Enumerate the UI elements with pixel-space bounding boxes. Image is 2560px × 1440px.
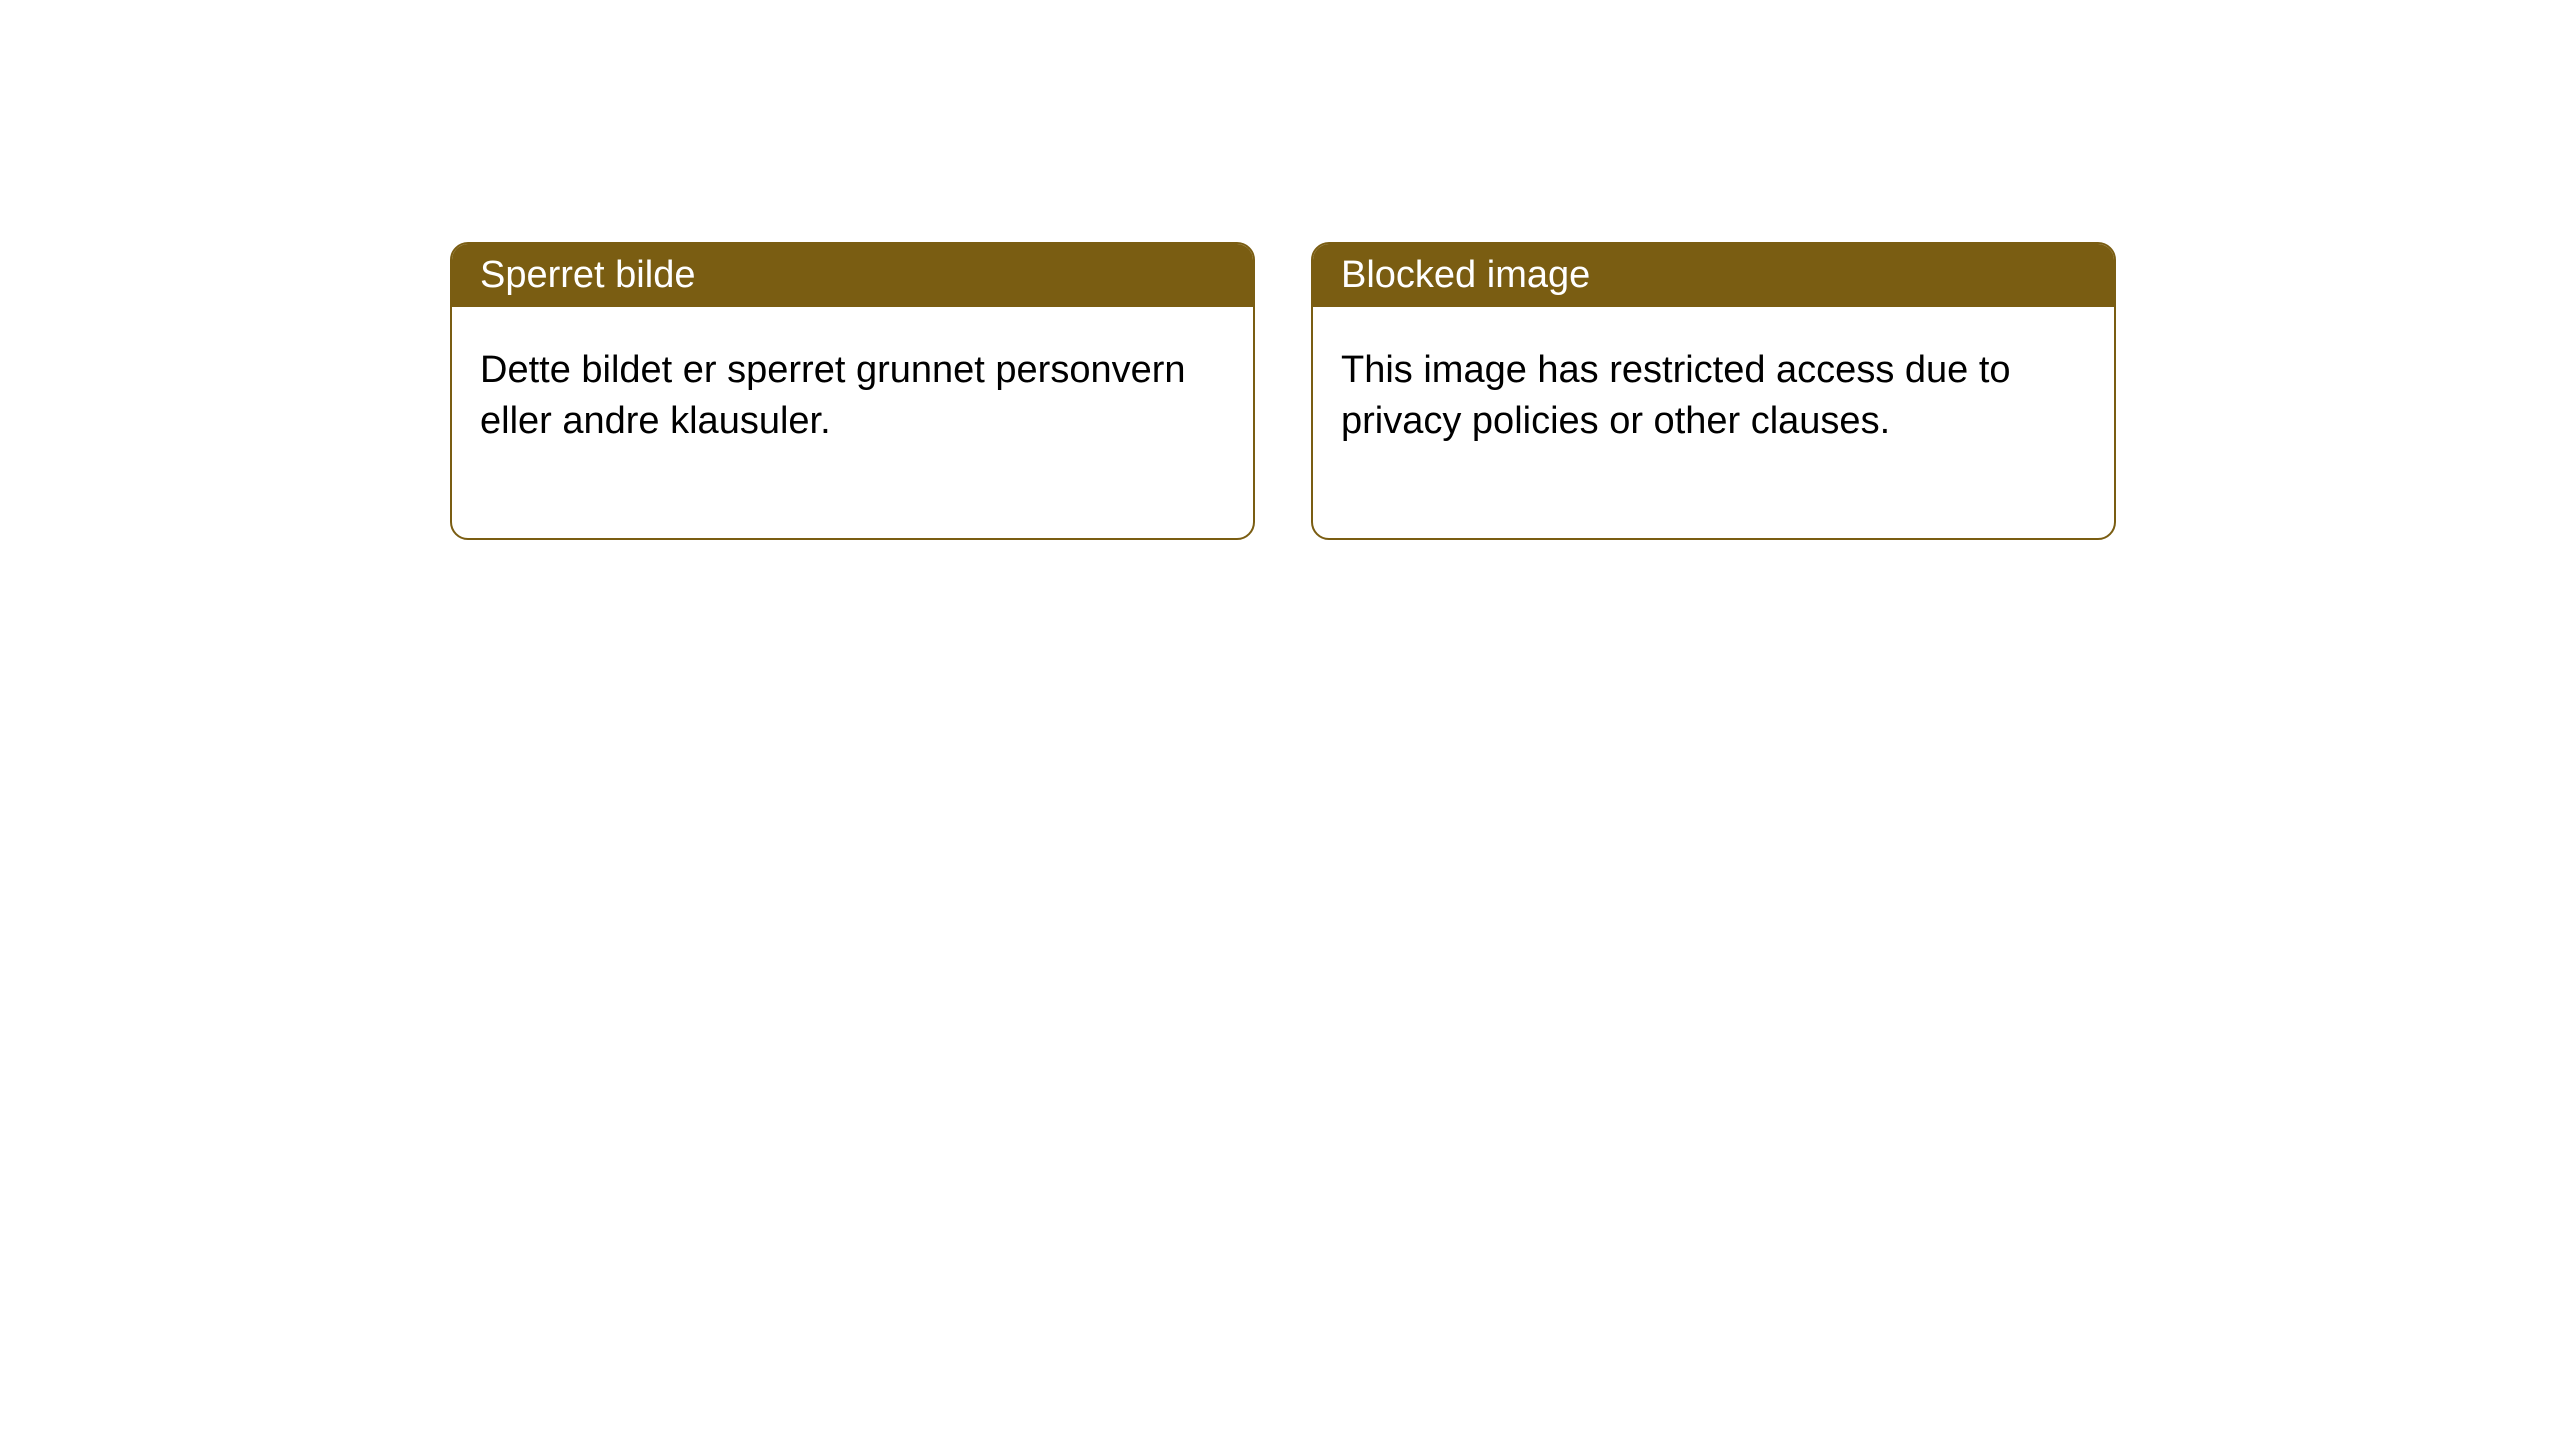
notice-header-english: Blocked image [1313,244,2114,307]
notice-container: Sperret bilde Dette bildet er sperret gr… [0,0,2560,540]
notice-body-norwegian: Dette bildet er sperret grunnet personve… [452,307,1253,538]
notice-body-english: This image has restricted access due to … [1313,307,2114,538]
notice-card-english: Blocked image This image has restricted … [1311,242,2116,540]
notice-card-norwegian: Sperret bilde Dette bildet er sperret gr… [450,242,1255,540]
notice-header-norwegian: Sperret bilde [452,244,1253,307]
